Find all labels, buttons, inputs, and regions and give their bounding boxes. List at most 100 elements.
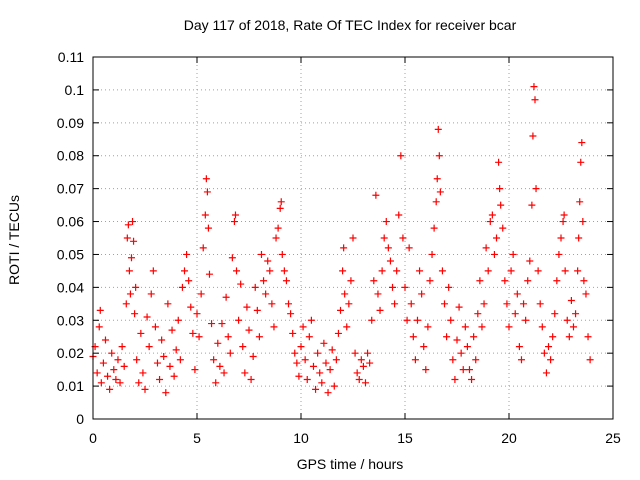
data-point bbox=[449, 356, 457, 364]
data-point bbox=[303, 376, 311, 384]
data-point bbox=[216, 362, 224, 370]
data-point bbox=[320, 339, 328, 347]
data-point bbox=[405, 244, 413, 252]
data-point bbox=[403, 316, 411, 324]
data-point bbox=[249, 352, 257, 360]
data-point bbox=[245, 326, 253, 334]
data-point bbox=[291, 349, 299, 357]
data-point bbox=[399, 234, 407, 242]
data-point bbox=[501, 277, 509, 285]
data-point bbox=[123, 234, 131, 242]
data-point bbox=[490, 250, 498, 258]
data-point bbox=[137, 329, 145, 337]
data-point bbox=[407, 300, 415, 308]
data-point bbox=[561, 267, 569, 275]
data-point bbox=[353, 369, 361, 377]
x-tick-label: 10 bbox=[293, 430, 309, 446]
data-point bbox=[433, 175, 441, 183]
data-point bbox=[201, 211, 209, 219]
data-point bbox=[522, 316, 530, 324]
data-point bbox=[459, 366, 467, 374]
data-point bbox=[228, 254, 236, 262]
data-point bbox=[153, 359, 161, 367]
data-point bbox=[241, 369, 249, 377]
data-point bbox=[130, 237, 138, 245]
data-point bbox=[314, 349, 322, 357]
data-point bbox=[549, 333, 557, 341]
data-point bbox=[218, 320, 226, 328]
data-point bbox=[224, 333, 232, 341]
data-point bbox=[555, 250, 563, 258]
data-point bbox=[420, 343, 428, 351]
y-tick-label: 0.11 bbox=[58, 49, 84, 65]
data-point bbox=[257, 250, 265, 258]
data-point bbox=[210, 356, 218, 364]
data-point bbox=[156, 376, 164, 384]
plot-frame bbox=[92, 56, 614, 420]
data-point bbox=[162, 389, 170, 397]
data-point bbox=[422, 366, 430, 374]
data-point bbox=[230, 218, 238, 226]
data-point bbox=[386, 257, 394, 265]
data-point bbox=[166, 362, 174, 370]
data-points bbox=[89, 83, 594, 397]
data-point bbox=[503, 300, 511, 308]
data-point bbox=[239, 343, 247, 351]
data-point bbox=[428, 250, 436, 258]
y-tick-label: 0.09 bbox=[57, 115, 84, 131]
data-point bbox=[127, 254, 135, 262]
data-point bbox=[118, 343, 126, 351]
data-point bbox=[220, 369, 228, 377]
data-point bbox=[465, 366, 473, 374]
data-point bbox=[212, 379, 220, 387]
data-point bbox=[574, 267, 582, 275]
data-point bbox=[208, 320, 216, 328]
data-point bbox=[101, 336, 109, 344]
data-point bbox=[116, 379, 124, 387]
data-point bbox=[496, 185, 504, 193]
data-point bbox=[434, 125, 442, 133]
data-point bbox=[233, 267, 241, 275]
data-point bbox=[547, 356, 555, 364]
data-point bbox=[340, 244, 348, 252]
data-point bbox=[106, 385, 114, 393]
data-point bbox=[318, 379, 326, 387]
data-point bbox=[264, 257, 272, 265]
data-point bbox=[507, 267, 515, 275]
data-point bbox=[579, 218, 587, 226]
data-point bbox=[312, 385, 320, 393]
data-point bbox=[559, 218, 567, 226]
data-point bbox=[124, 221, 132, 229]
data-point bbox=[534, 267, 542, 275]
data-point bbox=[513, 290, 521, 298]
data-point bbox=[293, 359, 301, 367]
data-point bbox=[553, 277, 561, 285]
data-point bbox=[540, 349, 548, 357]
data-point bbox=[497, 201, 505, 209]
data-point bbox=[530, 83, 538, 91]
data-point bbox=[147, 290, 155, 298]
data-point bbox=[436, 188, 444, 196]
data-point bbox=[515, 343, 523, 351]
data-point bbox=[455, 303, 463, 311]
y-tick-label: 0.01 bbox=[57, 378, 84, 394]
data-point bbox=[299, 323, 307, 331]
data-point bbox=[285, 300, 293, 308]
chart-title: Day 117 of 2018, Rate Of TEC Index for r… bbox=[183, 17, 517, 33]
data-point bbox=[488, 211, 496, 219]
data-point bbox=[143, 313, 151, 321]
data-point bbox=[357, 356, 365, 364]
y-tick-label: 0.1 bbox=[65, 82, 85, 98]
data-point bbox=[295, 372, 303, 380]
data-point bbox=[112, 376, 120, 384]
data-point bbox=[493, 234, 501, 242]
data-point bbox=[382, 218, 390, 226]
data-point bbox=[260, 277, 268, 285]
data-point bbox=[203, 188, 211, 196]
data-point bbox=[411, 356, 419, 364]
data-point bbox=[443, 333, 451, 341]
data-point bbox=[484, 267, 492, 275]
data-point bbox=[122, 300, 130, 308]
data-point bbox=[567, 297, 575, 305]
x-tick-label: 20 bbox=[501, 430, 517, 446]
